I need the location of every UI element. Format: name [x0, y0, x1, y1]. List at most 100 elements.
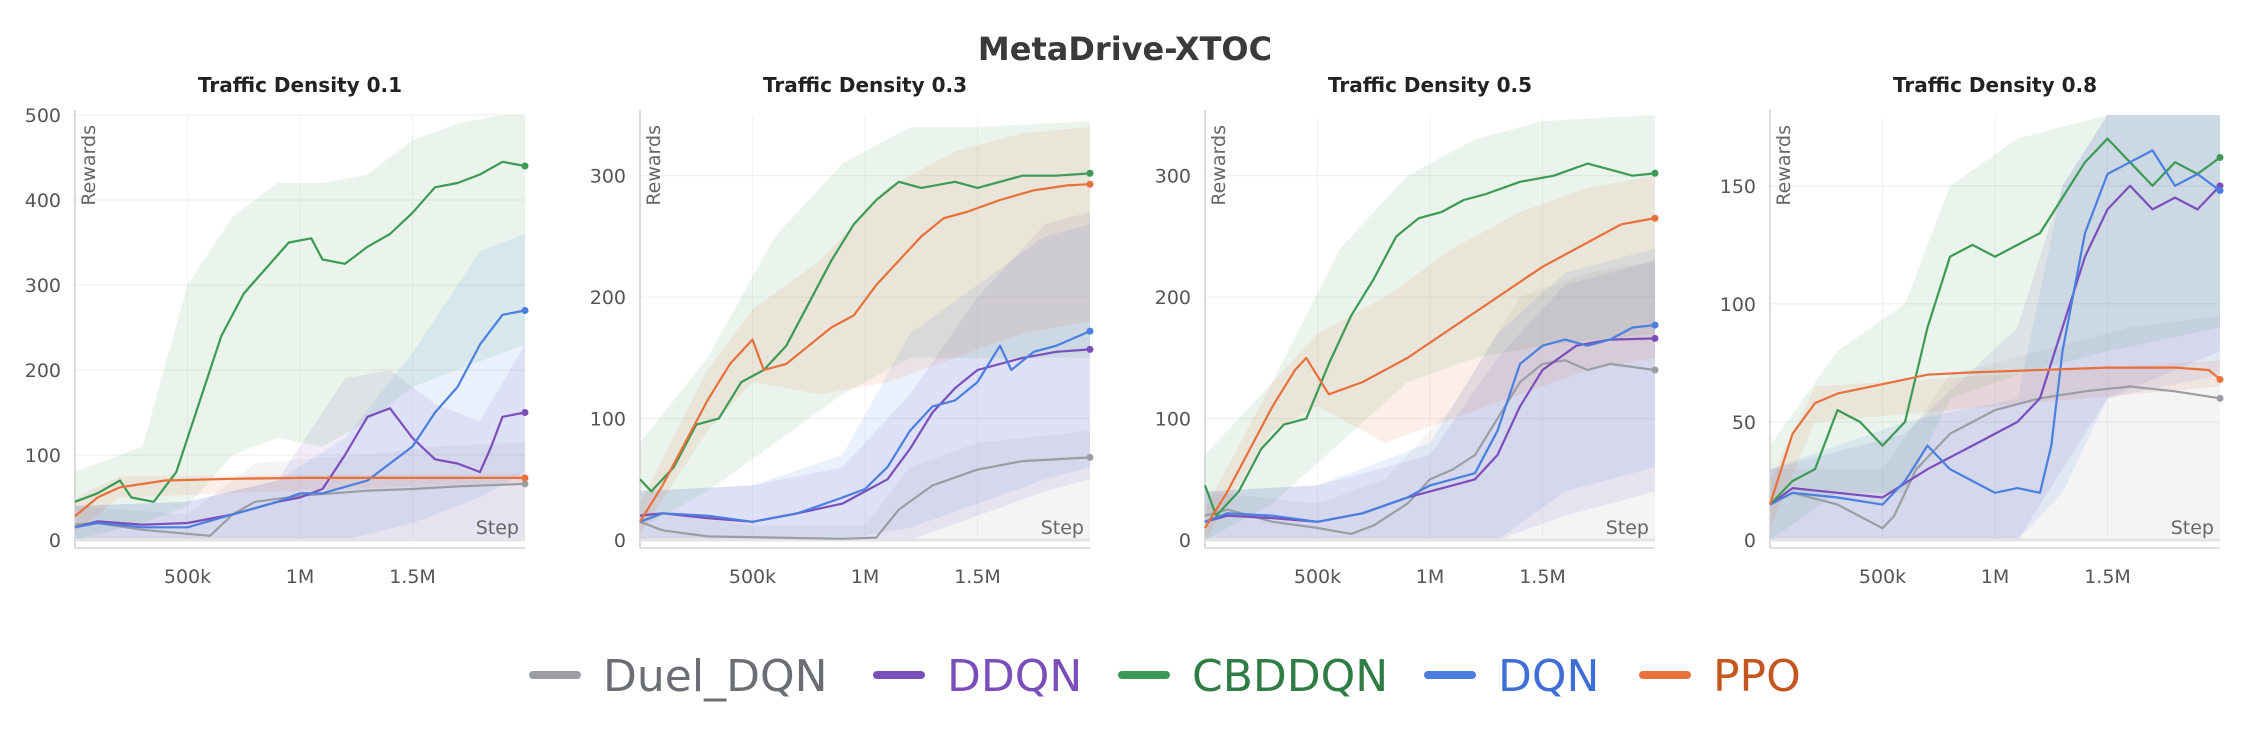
x-tick-label: 1.5M: [1519, 566, 1566, 588]
series-end-point-dqn: [1651, 321, 1659, 329]
chart-panel-1: Traffic Density 0.1 0 100 200 300 400 500 500k 1…: [25, 73, 529, 588]
y-tick-label: 200: [25, 360, 61, 382]
y-tick-label: 200: [1155, 287, 1191, 309]
y-tick-label: 0: [614, 530, 626, 552]
x-tick-label: 1M: [1981, 566, 2009, 588]
series-end-point-cbddqn: [521, 162, 529, 170]
band-ddqn: [1770, 115, 2220, 540]
series-line-dqn: [639, 330, 1091, 523]
x-tick-label: 1M: [851, 566, 879, 588]
series-end-point-ppo: [1086, 180, 1094, 188]
series-end-point-duel_dqn: [1651, 366, 1659, 374]
x-tick-label: 500k: [1859, 566, 1906, 588]
y-tick-label: 100: [25, 445, 61, 467]
y-axis-label: Rewards: [1773, 125, 1795, 206]
legend-label: Duel_DQN: [603, 651, 828, 702]
series-line-ppo: [74, 476, 525, 518]
y-tick-label: 300: [1155, 166, 1191, 188]
series-line-cbddqn: [1769, 137, 2221, 506]
series-end-point-duel_dqn: [2216, 394, 2224, 402]
x-tick-label: 500k: [729, 566, 776, 588]
y-tick-label: 400: [25, 190, 61, 212]
y-tick-label: 300: [25, 275, 61, 297]
band-cbddqn: [1205, 115, 1655, 540]
band-dqn: [1205, 248, 1655, 541]
series-line-duel_dqn: [1204, 359, 1656, 536]
x-tick-label: 1.5M: [2084, 566, 2131, 588]
legend-label: CBDDQN: [1192, 651, 1388, 702]
legend-item-dqn: DQN: [1424, 651, 1599, 702]
legend-item-ddqn: DDQN: [873, 651, 1082, 702]
series-end-point-ppo: [2216, 375, 2224, 383]
series-line-cbddqn: [74, 160, 526, 503]
series-end-point-ddqn: [1651, 334, 1659, 342]
x-tick-label: 1M: [1416, 566, 1444, 588]
series-end-point-cbddqn: [1651, 169, 1659, 177]
band-ppo: [75, 473, 525, 532]
band-ddqn: [1205, 260, 1655, 540]
y-tick-label: 100: [1155, 409, 1191, 431]
band-ddqn: [75, 344, 525, 540]
x-axis-label: Step: [1041, 517, 1084, 539]
series-end-point-ddqn: [1086, 345, 1094, 353]
band-cbddqn: [640, 121, 1090, 528]
x-axis-label: Step: [476, 517, 519, 539]
x-axis-label: Step: [1606, 517, 1649, 539]
y-tick-label: 100: [590, 409, 626, 431]
band-dqn: [75, 234, 525, 540]
series-line-ddqn: [1204, 337, 1656, 523]
y-axis-label: Rewards: [1208, 125, 1230, 206]
series-end-point-cbddqn: [2216, 154, 2224, 161]
series-end-point-ppo: [1651, 214, 1659, 222]
panel-title: Traffic Density 0.8: [1893, 73, 2097, 97]
series-end-point-duel_dqn: [521, 480, 529, 488]
band-cbddqn: [1770, 115, 2220, 540]
figure-title: MetaDrive-XTOC: [978, 30, 1272, 68]
legend-label: DDQN: [947, 651, 1082, 702]
band-ppo: [1770, 360, 2220, 529]
x-tick-label: 1M: [286, 566, 314, 588]
legend-item-ppo: PPO: [1639, 651, 1801, 702]
x-tick-label: 1.5M: [389, 566, 436, 588]
x-tick-label: 1.5M: [954, 566, 1001, 588]
chart-panel-3: Traffic Density 0.5 0 100 200 300 500k 1M 1.5M R…: [1155, 73, 1659, 588]
panel-title: Traffic Density 0.1: [198, 73, 402, 97]
chart-panel-4: Traffic Density 0.8 0 50 100 150 500k 1M 1.5M Re…: [1720, 73, 2224, 588]
series-line-ppo: [1768, 366, 2221, 505]
band-duel_dqn: [1205, 260, 1655, 540]
y-tick-label: 100: [1720, 294, 1756, 316]
series-end-point-ddqn: [521, 409, 529, 416]
y-tick-label: 0: [1744, 530, 1756, 552]
panel-title: Traffic Density 0.3: [763, 73, 967, 97]
legend: Duel_DQN DDQN CBDDQN DQN PPO: [529, 651, 1801, 702]
y-tick-label: 0: [1179, 530, 1191, 552]
series-line-duel_dqn: [639, 456, 1091, 540]
band-duel_dqn: [1770, 315, 2220, 540]
series-end-point-cbddqn: [1086, 169, 1094, 177]
series-end-point-dqn: [2216, 187, 2224, 195]
legend-label: DQN: [1498, 651, 1599, 702]
x-tick-label: 500k: [1294, 566, 1341, 588]
panel-title: Traffic Density 0.5: [1328, 73, 1532, 97]
series-line-dqn: [1769, 149, 2221, 506]
legend-label: PPO: [1713, 651, 1801, 702]
band-dqn: [1770, 115, 2220, 540]
series-line-ppo: [639, 183, 1091, 523]
series-line-duel_dqn: [74, 482, 526, 537]
x-axis-label: Step: [2171, 517, 2214, 539]
series-line-cbddqn: [1203, 162, 1656, 517]
y-tick-label: 300: [590, 166, 626, 188]
y-tick-label: 150: [1720, 176, 1756, 198]
band-duel_dqn: [640, 430, 1090, 540]
series-line-ppo: [1204, 217, 1656, 529]
legend-item-cbddqn: CBDDQN: [1118, 651, 1388, 702]
series-line-duel_dqn: [1769, 385, 2221, 530]
y-tick-label: 0: [49, 530, 61, 552]
series-end-point-dqn: [1086, 327, 1094, 335]
series-line-ddqn: [74, 407, 526, 529]
chart-panel-2: Traffic Density 0.3 0 100 200 300 500k 1M 1.5M R…: [590, 73, 1094, 588]
band-cbddqn: [75, 115, 525, 540]
y-tick-label: 50: [1732, 412, 1756, 434]
